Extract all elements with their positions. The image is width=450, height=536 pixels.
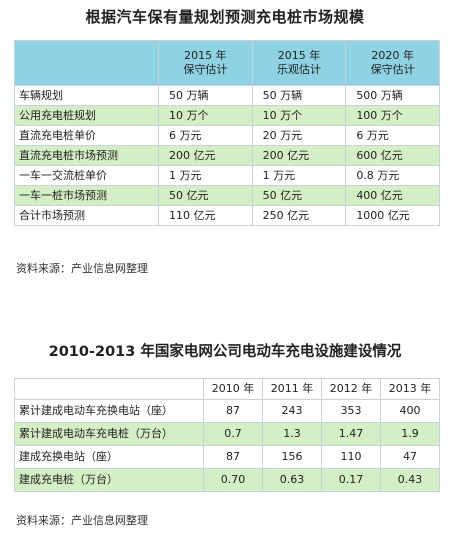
table-cell: 1 万元 [251,165,347,186]
table-cell: 87 [203,445,263,469]
table-row: 累计建成电动车充换电站（座） 87 243 353 400 [14,399,440,423]
table-row: 建成充电桩（万台） 0.70 0.63 0.17 0.43 [14,468,440,492]
table-row: 一车一桩市场预测 50 亿元 50 亿元 400 亿元 [14,185,440,206]
table-cell: 6 万元 [345,125,440,146]
table1-corner-cell [14,40,159,86]
table2-title: 2010-2013 年国家电网公司电动车充电设施建设情况 [48,344,402,360]
table1-header-cell: 2015 年 乐观估计 [251,40,347,86]
table-cell: 10 万个 [251,105,347,126]
table-row: 建成充换电站（座） 87 156 110 47 [14,445,440,469]
table-cell: 87 [203,399,263,423]
table-cell: 1 万元 [158,165,253,186]
table-cell: 600 亿元 [345,145,440,166]
table-cell: 50 万辆 [158,85,253,106]
table2-source-note: 资料来源：产业信息网整理 [16,514,148,527]
table2-corner-cell [14,378,204,400]
table-cell: 0.17 [321,468,381,492]
table1-header-cell: 2015 年 保守估计 [158,40,253,86]
row-label: 累计建成电动车充电桩（万台） [14,422,204,446]
table2-header-cell: 2013 年 [380,378,440,400]
row-label: 合计市场预测 [14,205,159,226]
table2-header-cell: 2012 年 [321,378,381,400]
row-label: 车辆规划 [14,85,159,106]
table-cell: 1.47 [321,422,381,446]
table-cell: 50 亿元 [158,185,253,206]
table1-header-cell: 2020 年 保守估计 [345,40,440,86]
table-row: 一车一交流桩单价 1 万元 1 万元 0.8 万元 [14,165,440,186]
table-cell: 1.9 [380,422,440,446]
table-row: 公用充电桩规划 10 万个 10 万个 100 万个 [14,105,440,126]
table-cell: 10 万个 [158,105,253,126]
table-cell: 0.70 [203,468,263,492]
table-cell: 156 [262,445,322,469]
table-cell: 200 亿元 [251,145,347,166]
table-cell: 243 [262,399,322,423]
table-row: 累计建成电动车充电桩（万台） 0.7 1.3 1.47 1.9 [14,422,440,446]
table-row: 合计市场预测 110 亿元 250 亿元 1000 亿元 [14,205,440,226]
table-row: 车辆规划 50 万辆 50 万辆 500 万辆 [14,85,440,106]
table-cell: 50 万辆 [251,85,347,106]
table-cell: 1000 亿元 [345,205,440,226]
table-cell: 20 万元 [251,125,347,146]
table-cell: 250 亿元 [251,205,347,226]
table2-header-cell: 2010 年 [203,378,263,400]
table-cell: 0.8 万元 [345,165,440,186]
row-label: 建成充换电站（座） [14,445,204,469]
table-cell: 50 亿元 [251,185,347,206]
table-cell: 110 [321,445,381,469]
table1-header-row: 2015 年 保守估计 2015 年 乐观估计 2020 年 保守估计 [14,40,440,86]
row-label: 建成充电桩（万台） [14,468,204,492]
table-row: 直流充电桩单价 6 万元 20 万元 6 万元 [14,125,440,146]
row-label: 直流充电桩市场预测 [14,145,159,166]
row-label: 一车一交流桩单价 [14,165,159,186]
table-cell: 0.63 [262,468,322,492]
table-cell: 6 万元 [158,125,253,146]
table-row: 直流充电桩市场预测 200 亿元 200 亿元 600 亿元 [14,145,440,166]
table-cell: 200 亿元 [158,145,253,166]
row-label: 累计建成电动车充换电站（座） [14,399,204,423]
table1-source-note: 资料来源：产业信息网整理 [16,262,148,275]
table-cell: 0.7 [203,422,263,446]
table-cell: 47 [380,445,440,469]
table-cell: 110 亿元 [158,205,253,226]
row-label: 一车一桩市场预测 [14,185,159,206]
table-cell: 1.3 [262,422,322,446]
table2-header-row: 2010 年 2011 年 2012 年 2013 年 [14,378,440,400]
row-label: 直流充电桩单价 [14,125,159,146]
table-cell: 400 [380,399,440,423]
table-cell: 353 [321,399,381,423]
charging-market-table: 2015 年 保守估计 2015 年 乐观估计 2020 年 保守估计 车辆规划… [14,40,440,226]
table1-title: 根据汽车保有量规划预测充电桩市场规模 [85,8,365,26]
grid-charging-facilities-table: 2010 年 2011 年 2012 年 2013 年 累计建成电动车充换电站（… [14,378,440,492]
table2-header-cell: 2011 年 [262,378,322,400]
table-cell: 0.43 [380,468,440,492]
table-cell: 500 万辆 [345,85,440,106]
table-cell: 400 亿元 [345,185,440,206]
row-label: 公用充电桩规划 [14,105,159,126]
table-cell: 100 万个 [345,105,440,126]
